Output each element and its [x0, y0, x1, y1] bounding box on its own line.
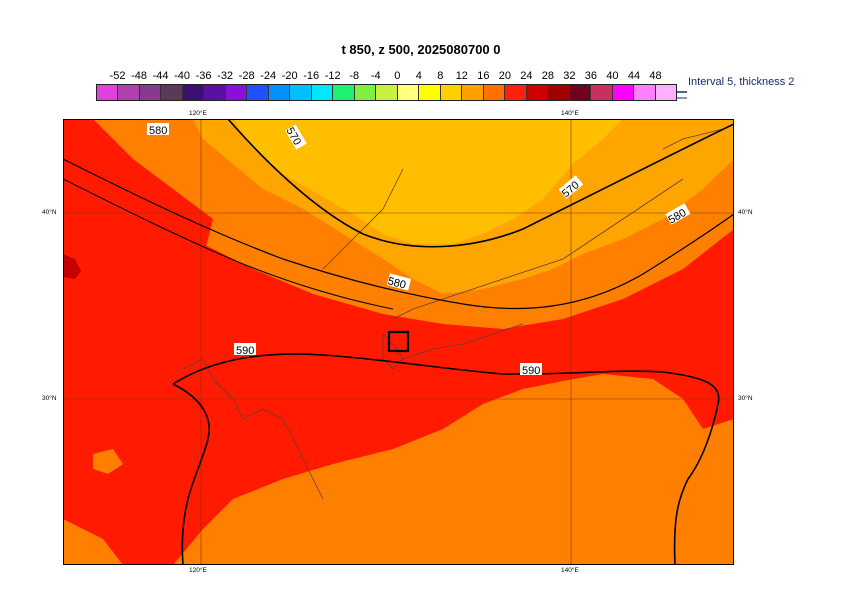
- contour-580: [63, 158, 734, 310]
- colorbar-tick-label: -28: [238, 70, 255, 82]
- contour-label-590-w: 590: [236, 345, 254, 357]
- colorbar-tick-label: -40: [174, 70, 191, 82]
- colorbar: [96, 84, 677, 101]
- colorbar-swatch: [462, 85, 484, 100]
- colorbar-tick-label: -20: [281, 70, 298, 82]
- colorbar-swatch: [354, 85, 377, 100]
- colorbar-tick-label: 36: [584, 70, 598, 82]
- lon-label-120-bottom: 120°E: [189, 567, 207, 574]
- lat-label-30-left: 30°N: [42, 395, 57, 402]
- colorbar-tick-label: -16: [303, 70, 320, 82]
- colorbar-swatch: [569, 85, 592, 100]
- colorbar-swatch: [118, 85, 140, 100]
- colorbar-swatch: [204, 85, 226, 100]
- colorbar-tick-label: 24: [520, 70, 533, 82]
- colorbar-swatch: [634, 85, 656, 100]
- colorbar-tick-label: 0: [394, 70, 401, 82]
- colorbar-swatch: [139, 85, 162, 100]
- lat-label-30-right: 30°N: [738, 395, 753, 402]
- colorbar-swatch: [311, 85, 334, 100]
- fill-red: [63, 149, 734, 565]
- colorbar-swatch: [591, 85, 613, 100]
- colorbar-tick-label: -36: [195, 70, 212, 82]
- fill-orange-patch: [93, 449, 123, 474]
- contour-label-590-e: 590: [522, 365, 540, 377]
- colorbar-tick-label: -8: [349, 70, 360, 82]
- fill-red-west: [63, 119, 213, 379]
- contour-label-580-nw: 580: [149, 125, 167, 137]
- colorbar-swatch: [548, 85, 570, 100]
- colorbar-swatch: [526, 85, 549, 100]
- colorbar-tick-label: -52: [109, 70, 126, 82]
- geopotential-contours: [63, 119, 734, 565]
- interval-legend-line-icon: [677, 91, 687, 99]
- colorbar-swatch: [376, 85, 398, 100]
- colorbar-swatch: [333, 85, 355, 100]
- colorbar-tick-label: 12: [455, 70, 468, 82]
- map-panel: 580 570 570 580 580 590 590: [63, 119, 734, 565]
- lon-label-120-top: 120°E: [189, 110, 207, 117]
- colorbar-tick-label: -4: [370, 70, 381, 82]
- lat-label-40-left: 40°N: [42, 209, 57, 216]
- colorbar-swatch: [161, 85, 183, 100]
- lon-label-140-top: 140°E: [561, 110, 579, 117]
- colorbar-swatch: [483, 85, 506, 100]
- colorbar-tick-label: -24: [260, 70, 277, 82]
- map-title: t 850, z 500, 2025080700 0: [341, 42, 501, 57]
- coastlines: [182, 128, 724, 500]
- station-marker-box: [387, 330, 410, 353]
- colorbar-tick-label: -48: [131, 70, 147, 82]
- colorbar-tick-label: 20: [498, 70, 511, 82]
- contour-590: [172, 353, 720, 565]
- colorbar-swatch: [440, 85, 463, 100]
- colorbar-tick-labels: -52 -48 -44 -40 -36 -32 -28 -24 -20 -16 -12 -8 -4 0 4 8…: [0, 70, 842, 84]
- colorbar-swatch: [612, 85, 635, 100]
- colorbar-tick-label: 16: [477, 70, 490, 82]
- colorbar-tick-label: 4: [415, 70, 422, 82]
- colorbar-swatch: [247, 85, 269, 100]
- colorbar-swatch: [505, 85, 527, 100]
- colorbar-tick-label: 48: [649, 70, 662, 82]
- colorbar-swatch: [182, 85, 205, 100]
- interval-note: Interval 5, thickness 2: [688, 76, 795, 88]
- map-frame: [63, 119, 734, 565]
- colorbar-tick-label: 44: [627, 70, 641, 82]
- colorbar-tick-label: 28: [541, 70, 554, 82]
- colorbar-tick-label: 32: [563, 70, 576, 82]
- colorbar-swatch: [419, 85, 441, 100]
- colorbar-tick-label: 40: [606, 70, 619, 82]
- map-canvas: 580 570 570 580 580 590 590: [63, 119, 734, 565]
- colorbar-tick-label: -12: [324, 70, 341, 82]
- colorbar-swatch: [655, 85, 677, 100]
- lat-label-40-right: 40°N: [738, 209, 753, 216]
- colorbar-swatch: [290, 85, 312, 100]
- fill-orange-south: [203, 384, 734, 565]
- contour-label-580-c: 580: [386, 275, 407, 291]
- contour-570: [227, 119, 734, 248]
- colorbar-swatch: [225, 85, 248, 100]
- contour-590-west: [172, 383, 210, 565]
- colorbar-swatch: [268, 85, 291, 100]
- contour-570-east: [63, 178, 394, 310]
- colorbar-swatch: [397, 85, 420, 100]
- lon-label-140-bottom: 140°E: [561, 567, 579, 574]
- colorbar-tick-label: -44: [152, 70, 169, 82]
- colorbar-swatch: [97, 85, 119, 100]
- fill-dark-red: [63, 254, 81, 279]
- fill-amber: [233, 119, 623, 244]
- colorbar-tick-label: -32: [217, 70, 234, 82]
- colorbar-tick-label: 8: [437, 70, 444, 82]
